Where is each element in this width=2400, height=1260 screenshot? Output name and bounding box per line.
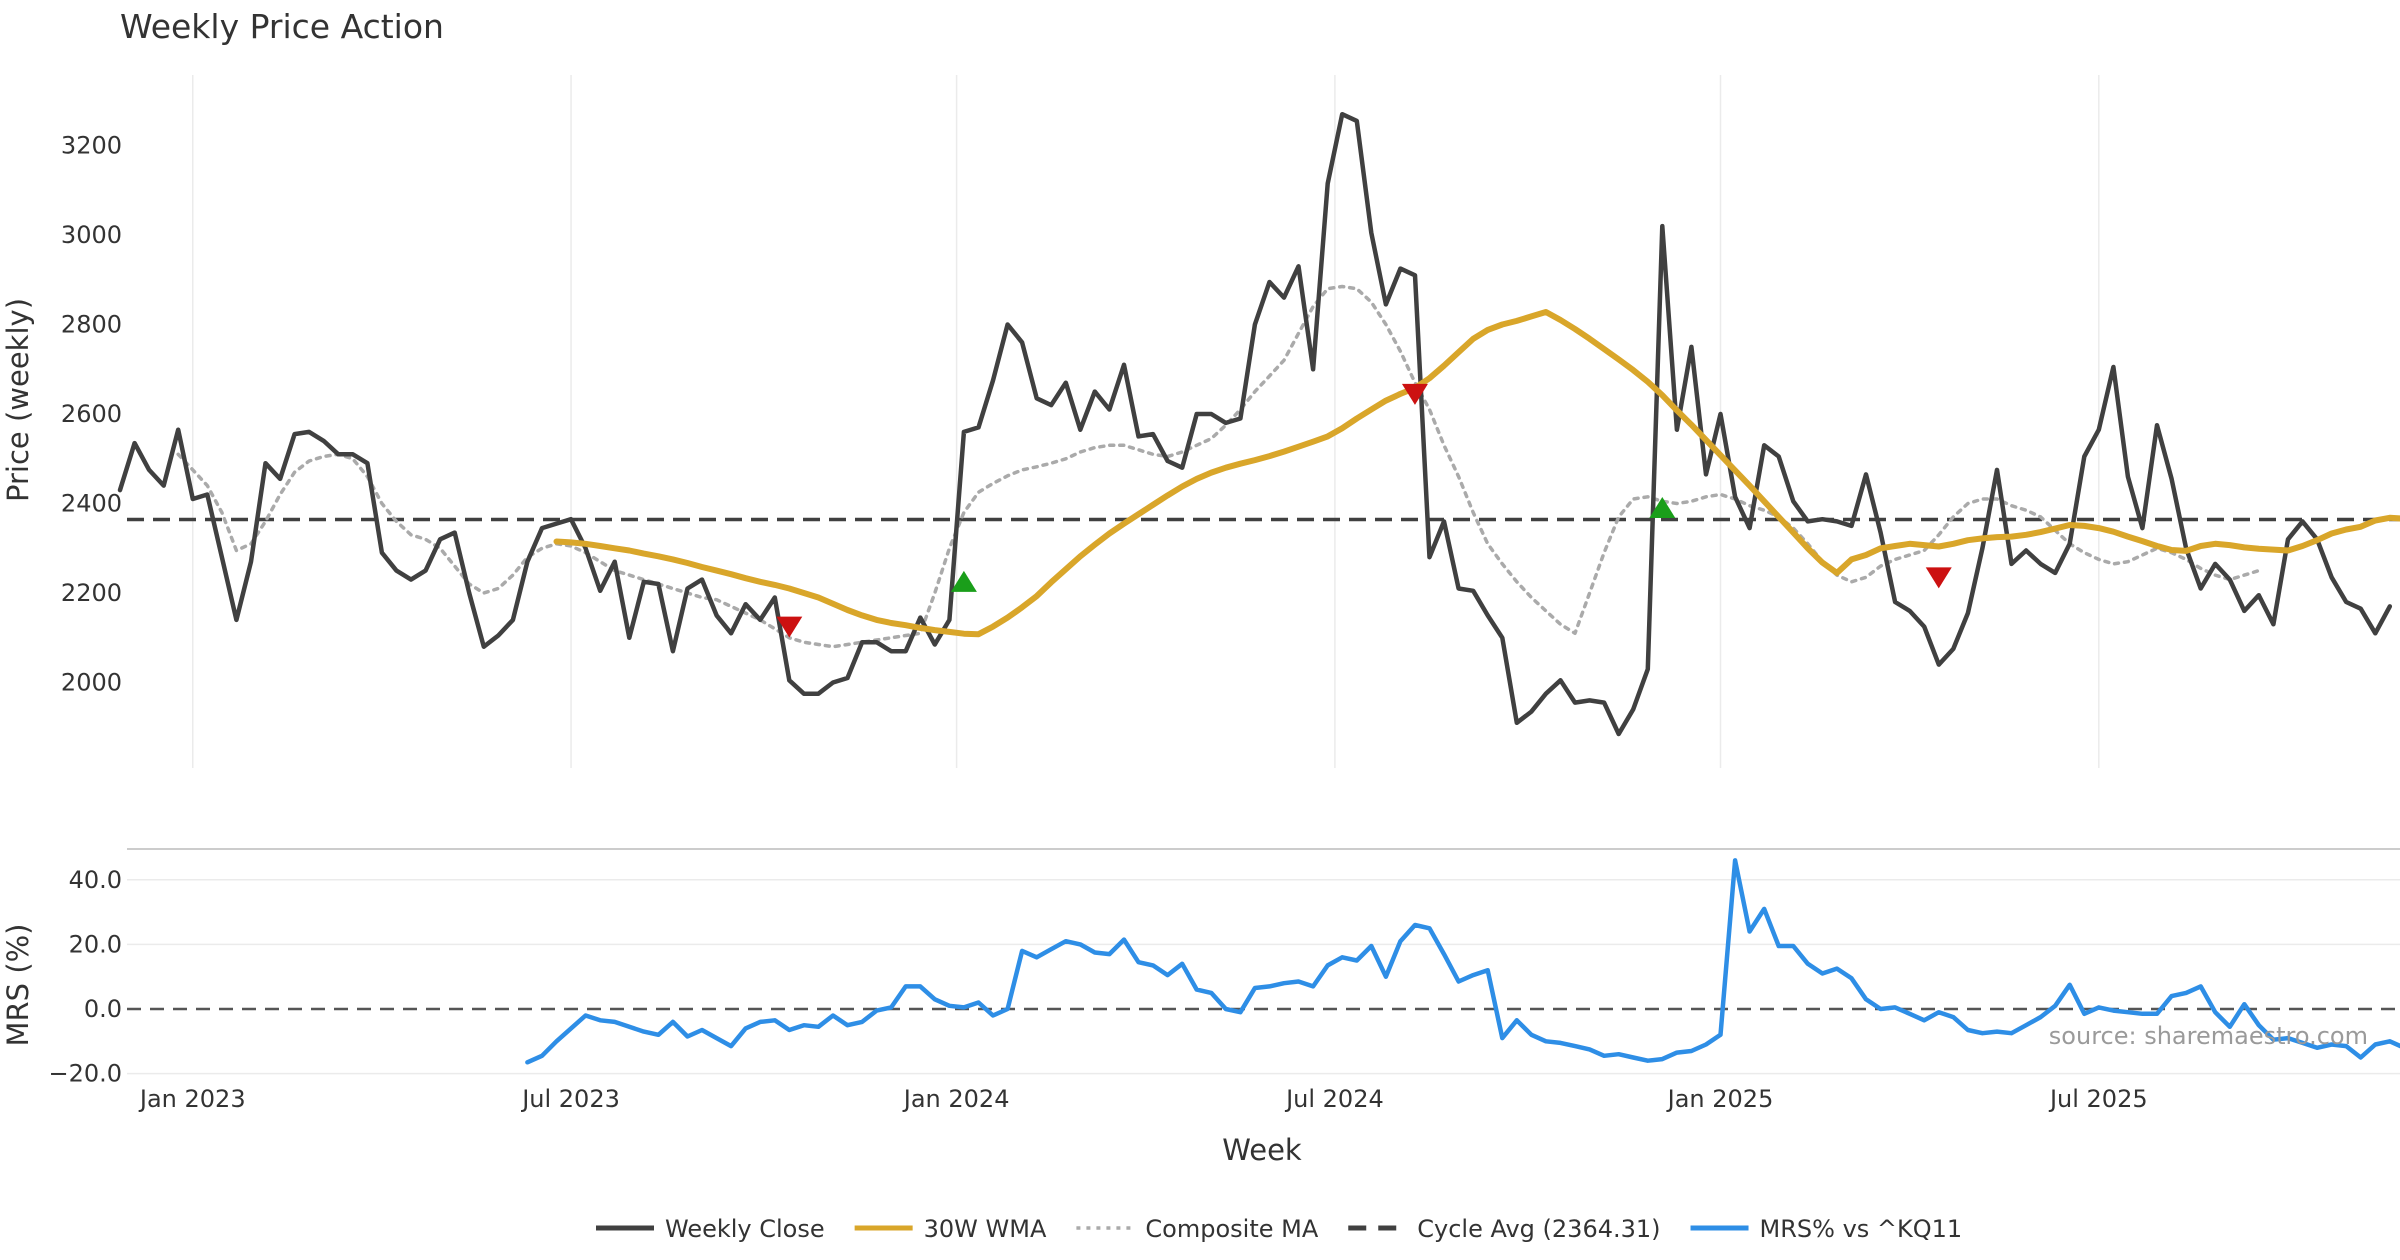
mrs-y-tick-label: 0.0 (84, 995, 122, 1023)
legend-label: Cycle Avg (2364.31) (1417, 1215, 1660, 1243)
price-y-tick-label: 2400 (61, 490, 122, 518)
chart-title: Weekly Price Action (120, 7, 444, 46)
x-axis-label: Week (1222, 1133, 1302, 1167)
legend-label: MRS% vs ^KQ11 (1760, 1215, 1963, 1243)
legend-label: Composite MA (1145, 1215, 1318, 1243)
price-panel-grid (192, 75, 2100, 768)
legend-label: Weekly Close (665, 1215, 825, 1243)
mrs-y-axis-label: MRS (%) (1, 924, 35, 1047)
mrs-line (525, 858, 2400, 1065)
price-y-tick-label: 2600 (61, 400, 122, 428)
buy-signal-marker (950, 570, 977, 592)
x-tick-label: Jan 2023 (138, 1085, 246, 1113)
price-y-tick-label: 2000 (61, 669, 122, 697)
price-y-tick-label: 3000 (61, 221, 122, 249)
price-panel-plot (117, 111, 2400, 737)
x-tick-label: Jul 2024 (1284, 1085, 1384, 1113)
sell-signal-marker (1401, 383, 1428, 405)
weekly-close-line (117, 111, 2393, 737)
mrs-y-tick-label: 20.0 (69, 930, 122, 958)
mrs-panel-plot (127, 858, 2400, 1065)
wma-30w-line (553, 309, 2400, 638)
mrs-panel-grid (127, 848, 2400, 1075)
price-y-tick-label: 2200 (61, 579, 122, 607)
x-tick-label: Jul 2025 (2048, 1085, 2148, 1113)
buy-signal-marker (1649, 496, 1676, 518)
x-tick-label: Jan 2024 (902, 1085, 1010, 1113)
sell-signal-marker (776, 616, 803, 638)
composite-ma-line (176, 284, 2261, 649)
price-y-tick-label: 2800 (61, 311, 122, 339)
price-y-tick-label: 3200 (61, 132, 122, 160)
mrs-y-tick-label: −20.0 (48, 1060, 122, 1088)
x-tick-label: Jan 2025 (1666, 1085, 1774, 1113)
source-watermark: source: sharemaestro.com (2049, 1022, 2368, 1050)
legend: Weekly Close 30W WMA Composite MA Cycle Avg… (596, 1215, 1962, 1243)
mrs-y-tick-label: 40.0 (69, 866, 122, 894)
axes-ticks: Jan 2023 Jul 2023 Jan 2024 Jul 2024 Jan 2025… (48, 132, 2147, 1114)
x-tick-label: Jul 2023 (520, 1085, 620, 1113)
price-y-axis-label: Price (weekly) (1, 298, 35, 502)
legend-label: 30W WMA (924, 1215, 1047, 1243)
sell-signal-marker (1925, 567, 1952, 589)
